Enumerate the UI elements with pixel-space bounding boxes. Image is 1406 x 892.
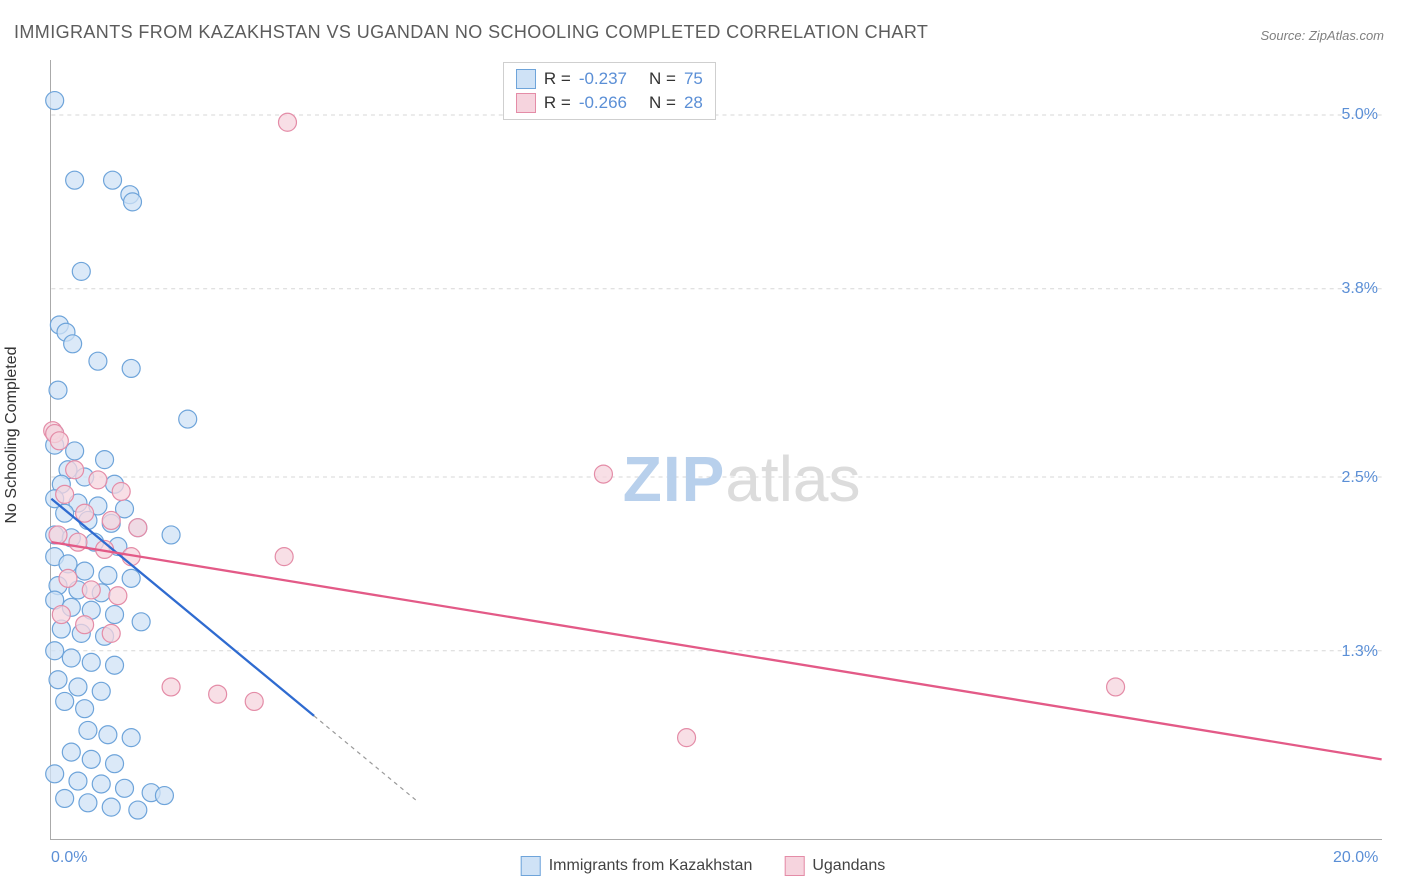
legend-r-label: R = [544,91,571,115]
scatter-point-uga [1107,678,1125,696]
chart-svg [51,60,1382,839]
scatter-point-kaz [62,649,80,667]
y-tick-label: 2.5% [1342,469,1384,487]
legend-swatch [521,856,541,876]
scatter-point-kaz [122,359,140,377]
scatter-point-kaz [89,352,107,370]
scatter-point-uga [162,678,180,696]
scatter-point-uga [245,692,263,710]
trend-line-uga [51,542,1381,759]
scatter-point-kaz [106,656,124,674]
scatter-point-kaz [46,765,64,783]
scatter-point-kaz [122,569,140,587]
correlation-legend: R = -0.237 N = 75 R = -0.266 N = 28 [503,62,716,120]
y-tick-label: 1.3% [1342,643,1384,661]
scatter-point-uga [129,519,147,537]
scatter-point-uga [82,581,100,599]
scatter-point-uga [209,685,227,703]
scatter-point-kaz [162,526,180,544]
scatter-point-kaz [66,171,84,189]
legend-r-value-uga: -0.266 [579,91,627,115]
legend-row-kaz: R = -0.237 N = 75 [516,67,703,91]
scatter-point-uga [594,465,612,483]
scatter-point-uga [102,511,120,529]
scatter-point-kaz [49,671,67,689]
trend-line-ext-kaz [314,716,417,801]
legend-label: Ugandans [812,857,885,875]
scatter-point-kaz [72,262,90,280]
scatter-point-uga [52,606,70,624]
scatter-point-kaz [76,562,94,580]
scatter-point-kaz [56,692,74,710]
scatter-point-uga [50,432,68,450]
series-legend: Immigrants from Kazakhstan Ugandans [521,856,886,876]
scatter-point-kaz [92,775,110,793]
scatter-point-uga [112,483,130,501]
scatter-point-kaz [132,613,150,631]
scatter-point-kaz [104,171,122,189]
scatter-point-kaz [82,653,100,671]
legend-row-uga: R = -0.266 N = 28 [516,91,703,115]
scatter-point-kaz [69,772,87,790]
scatter-point-kaz [102,798,120,816]
scatter-point-uga [102,624,120,642]
scatter-point-kaz [46,92,64,110]
y-tick-label: 3.8% [1342,280,1384,298]
legend-swatch-kaz [516,69,536,89]
scatter-point-kaz [79,721,97,739]
scatter-point-kaz [66,442,84,460]
legend-label: Immigrants from Kazakhstan [549,857,753,875]
scatter-point-kaz [106,755,124,773]
x-tick-label: 20.0% [1333,849,1378,867]
scatter-point-uga [76,616,94,634]
legend-r-value-kaz: -0.237 [579,67,627,91]
scatter-point-kaz [69,678,87,696]
legend-n-value-kaz: 75 [684,67,703,91]
scatter-point-kaz [82,750,100,768]
y-tick-label: 5.0% [1342,106,1384,124]
bottom-legend-item: Immigrants from Kazakhstan [521,856,753,876]
scatter-point-kaz [106,606,124,624]
scatter-point-kaz [46,642,64,660]
scatter-point-uga [56,485,74,503]
chart-title: IMMIGRANTS FROM KAZAKHSTAN VS UGANDAN NO… [14,22,928,43]
legend-swatch-uga [516,93,536,113]
legend-r-label: R = [544,67,571,91]
scatter-point-kaz [64,335,82,353]
scatter-point-uga [76,504,94,522]
scatter-point-kaz [179,410,197,428]
scatter-point-kaz [155,787,173,805]
legend-n-label: N = [649,91,676,115]
scatter-point-kaz [99,566,117,584]
legend-n-value-uga: 28 [684,91,703,115]
scatter-point-uga [89,471,107,489]
legend-swatch [784,856,804,876]
scatter-point-kaz [99,726,117,744]
scatter-point-kaz [124,193,142,211]
scatter-point-uga [278,113,296,131]
scatter-point-kaz [116,779,134,797]
y-axis-title: No Schooling Completed [3,347,21,524]
scatter-point-kaz [92,682,110,700]
scatter-point-kaz [96,451,114,469]
scatter-point-uga [678,729,696,747]
scatter-point-kaz [79,794,97,812]
plot-area: 1.3%2.5%3.8%5.0%0.0%20.0% [50,60,1382,840]
scatter-point-kaz [56,789,74,807]
scatter-point-uga [275,548,293,566]
x-tick-label: 0.0% [51,849,87,867]
scatter-point-kaz [76,700,94,718]
legend-n-label: N = [649,67,676,91]
source-label: Source: ZipAtlas.com [1260,28,1384,43]
scatter-point-uga [66,461,84,479]
bottom-legend-item: Ugandans [784,856,885,876]
scatter-point-kaz [122,729,140,747]
scatter-point-uga [109,587,127,605]
scatter-point-kaz [129,801,147,819]
scatter-point-kaz [56,504,74,522]
scatter-point-kaz [62,743,80,761]
scatter-point-uga [59,569,77,587]
scatter-point-kaz [49,381,67,399]
